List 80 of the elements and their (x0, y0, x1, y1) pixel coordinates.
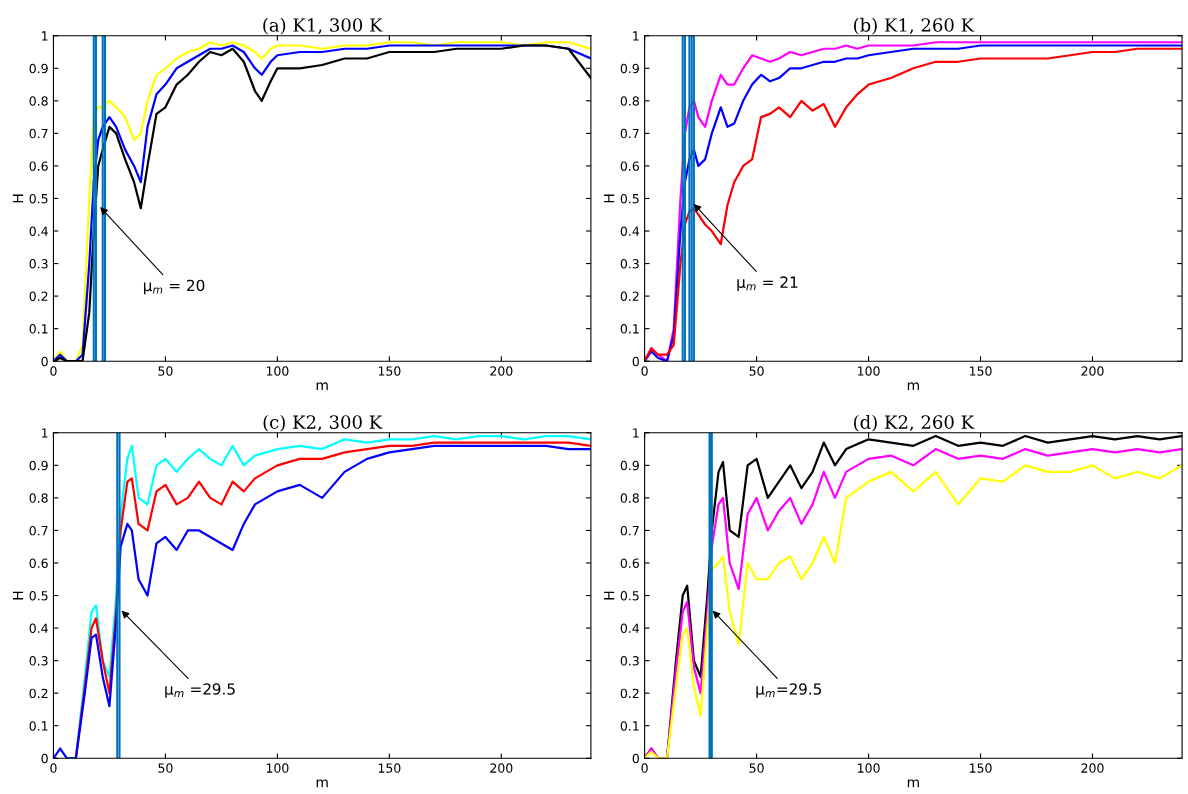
y-tick-label: 0.9 (620, 460, 639, 471)
chart-title: (d) K2, 260 K (854, 414, 975, 432)
x-tick-label: 50 (158, 763, 173, 773)
chart-title: (a) K1, 300 K (263, 17, 383, 35)
x-tick-label: 50 (158, 366, 173, 376)
x-tick-label: 200 (1081, 366, 1104, 376)
x-axis-title: m (316, 382, 328, 391)
x-tick-label: 0 (641, 763, 648, 773)
x-tick-label: 200 (490, 366, 513, 376)
y-tick-label: 0.1 (620, 721, 639, 731)
y-tick-label: 0 (41, 753, 48, 764)
x-tick-label: 150 (969, 366, 992, 376)
y-tick-label: 0.8 (620, 493, 639, 503)
y-tick-label: 0.2 (29, 291, 48, 302)
x-tick-label: 50 (749, 366, 764, 376)
x-tick-label: 200 (1081, 763, 1104, 773)
y-tick-label: 0.9 (620, 63, 639, 74)
y-tick-label: 0.2 (29, 688, 48, 699)
y-tick-label: 0 (41, 356, 48, 367)
x-tick-label: 0 (50, 763, 57, 773)
y-tick-label: 0.9 (29, 63, 48, 74)
y-axis-title: H (12, 194, 24, 203)
x-tick-label: 0 (641, 366, 648, 376)
y-tick-label: 0.7 (29, 128, 48, 139)
y-tick-label: 1 (42, 428, 48, 438)
y-tick-label: 1 (633, 428, 639, 438)
y-tick-label: 1 (42, 31, 48, 41)
y-tick-label: 0 (632, 356, 639, 367)
y-tick-label: 0.1 (620, 324, 639, 334)
y-tick-label: 0.3 (620, 259, 639, 269)
x-axis-title: m (907, 382, 919, 391)
y-tick-label: 0.2 (620, 291, 639, 302)
y-tick-label: 0.3 (29, 259, 48, 269)
y-tick-label: 0.4 (29, 623, 48, 634)
y-tick-label: 0.5 (29, 591, 48, 601)
annotation: μ$_{m}$ =29.5 (165, 683, 235, 698)
y-tick-label: 1 (633, 31, 639, 41)
x-tick-label: 100 (266, 366, 289, 376)
y-tick-label: 0.7 (620, 525, 639, 536)
y-tick-label: 0.6 (29, 161, 48, 171)
y-tick-label: 0.8 (620, 96, 639, 106)
y-tick-label: 0.6 (620, 558, 639, 568)
y-tick-label: 0 (632, 753, 639, 764)
y-tick-label: 0.1 (29, 324, 48, 334)
y-axis-title: H (604, 591, 615, 600)
y-tick-label: 0.3 (620, 656, 639, 666)
y-tick-label: 0.9 (29, 460, 48, 471)
y-tick-label: 0.4 (620, 623, 640, 634)
x-tick-label: 100 (858, 366, 880, 376)
y-axis-title: H (12, 591, 24, 600)
x-tick-label: 50 (749, 763, 764, 773)
y-tick-label: 0.8 (29, 493, 48, 503)
y-tick-label: 0.7 (29, 525, 48, 536)
x-axis-title: m (907, 779, 919, 788)
y-tick-label: 0.2 (620, 688, 639, 699)
y-tick-label: 0.4 (620, 226, 640, 236)
x-tick-label: 200 (490, 763, 513, 773)
annotation: μ$_{m}$ = 20 (143, 279, 205, 295)
y-tick-label: 0.7 (620, 128, 639, 139)
chart-title: (b) K1, 260 K (854, 17, 975, 35)
y-axis-title: H (604, 194, 615, 203)
x-tick-label: 0 (50, 366, 57, 376)
annotation: μ$_{m}$ = 21 (737, 276, 798, 291)
x-tick-label: 150 (378, 763, 401, 773)
x-tick-label: 150 (378, 366, 401, 376)
y-tick-label: 0.8 (29, 96, 48, 106)
x-tick-label: 100 (266, 763, 289, 773)
y-tick-label: 0.5 (29, 193, 48, 204)
y-tick-label: 0.5 (620, 193, 639, 204)
x-tick-label: 100 (858, 763, 880, 773)
y-tick-label: 0.3 (29, 656, 48, 666)
y-tick-label: 0.5 (620, 591, 639, 601)
x-tick-label: 150 (969, 763, 992, 773)
y-tick-label: 0.1 (29, 721, 48, 731)
annotation: μ$_{m}$=29.5 (756, 683, 822, 698)
x-axis-title: m (316, 779, 328, 788)
y-tick-label: 0.6 (620, 161, 639, 171)
y-tick-label: 0.4 (29, 226, 48, 236)
y-tick-label: 0.6 (29, 558, 48, 568)
chart-title: (c) K2, 300 K (263, 414, 383, 432)
